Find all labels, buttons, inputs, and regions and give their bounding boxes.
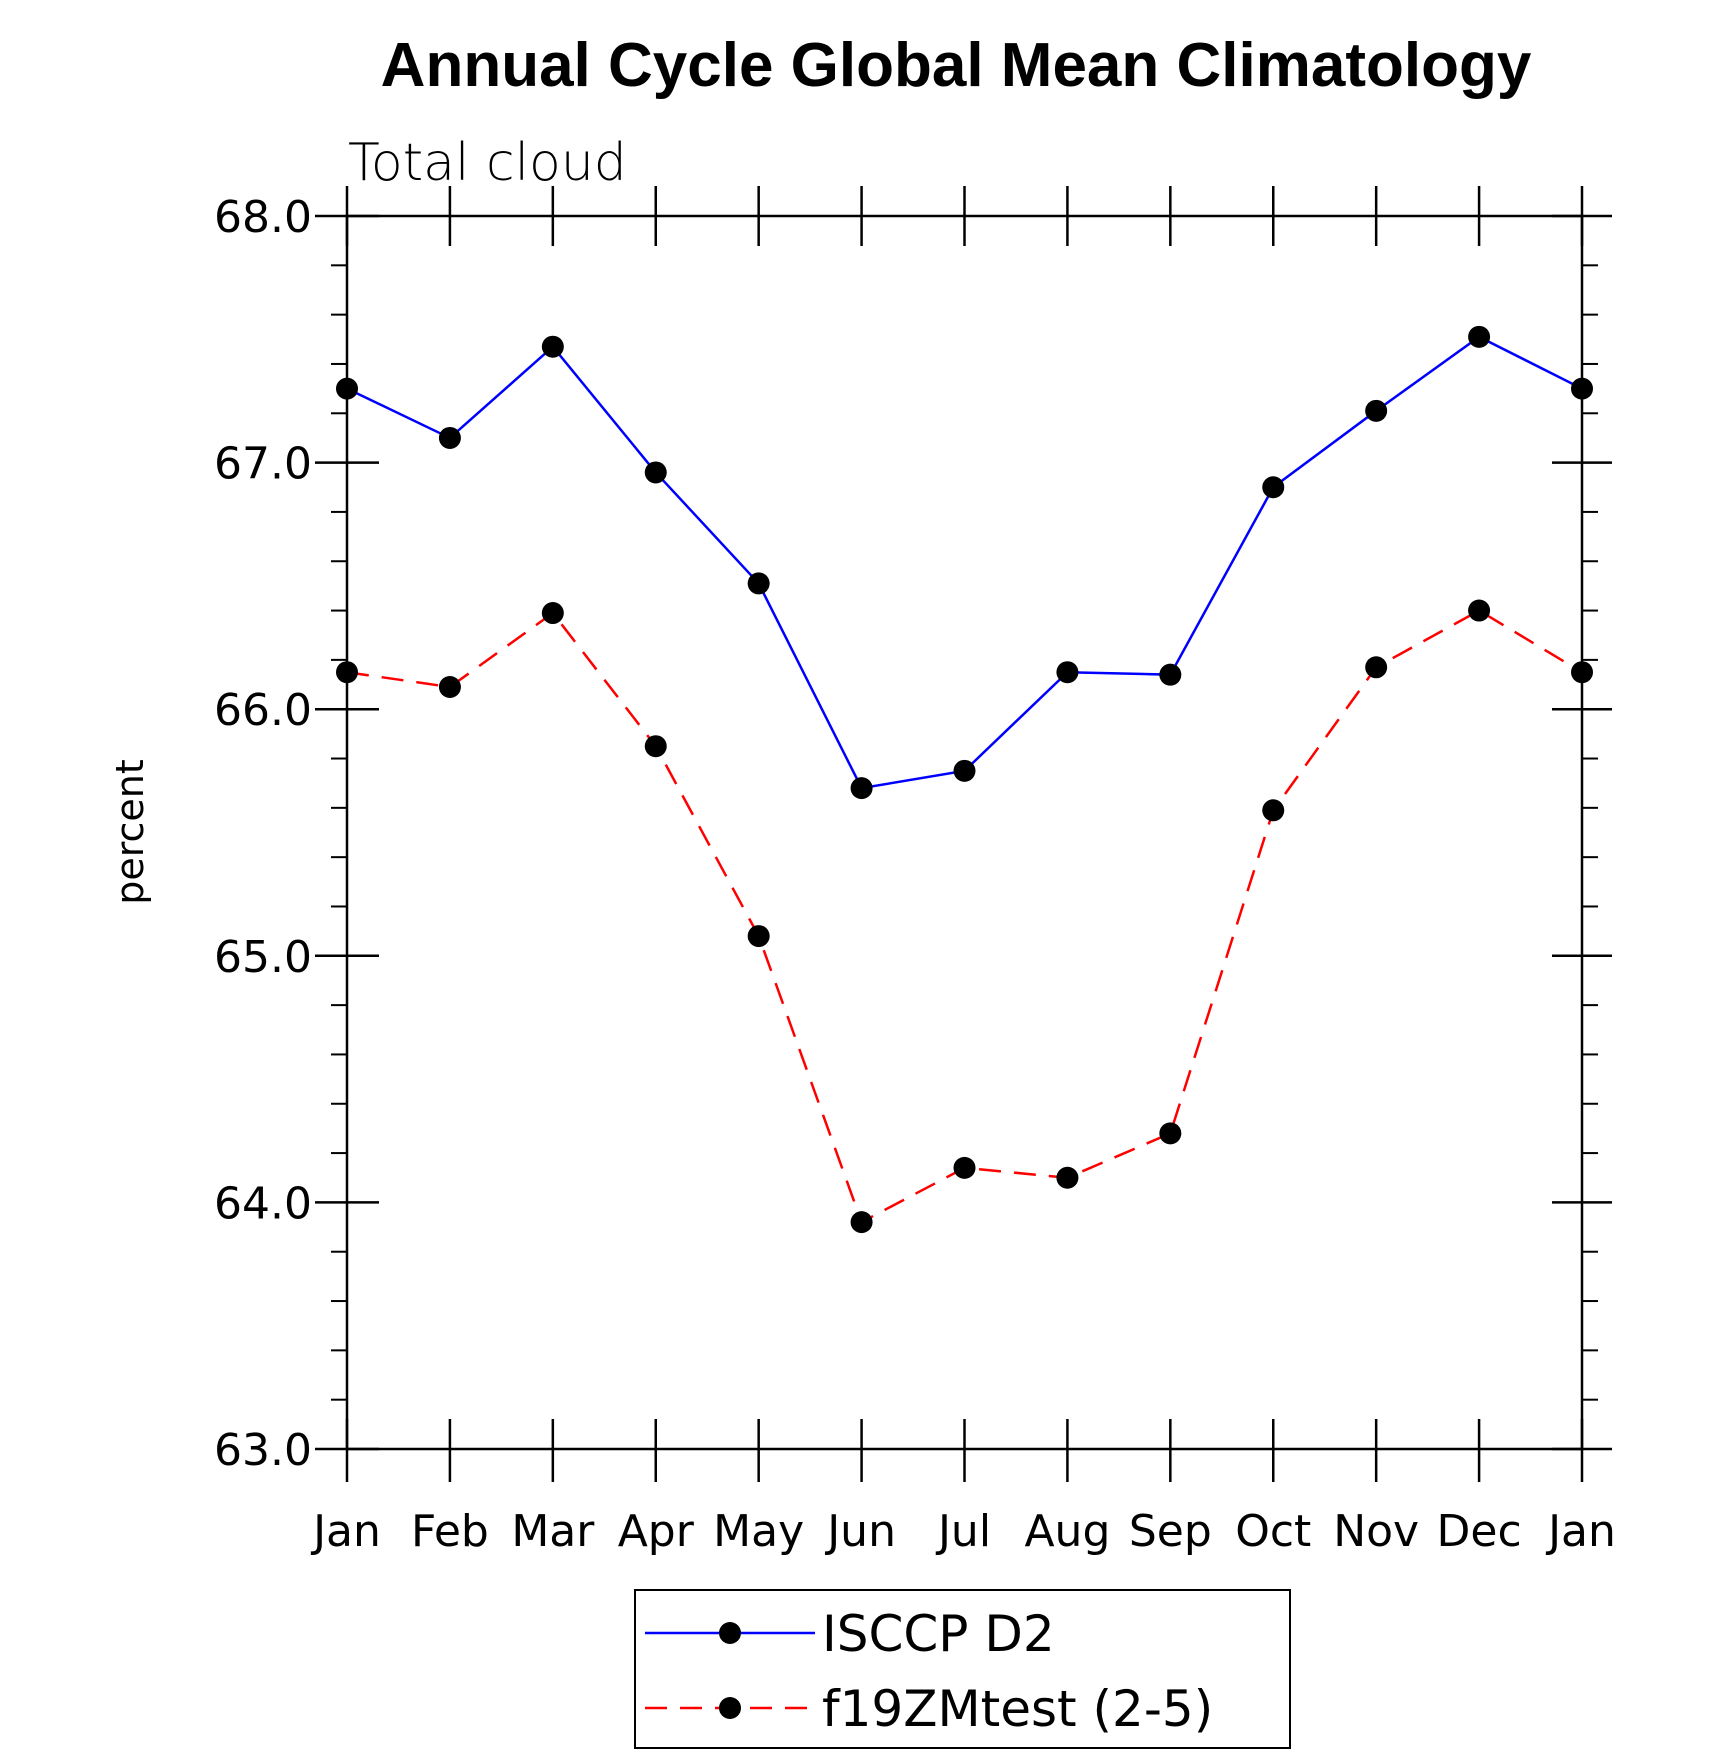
y-axis-label: percent xyxy=(108,759,152,905)
y-tick-label: 65.0 xyxy=(214,932,312,983)
series-layer xyxy=(336,325,1593,1234)
data-point xyxy=(644,735,667,758)
x-tick-label: Jul xyxy=(935,1506,991,1557)
x-tick-label: Sep xyxy=(1129,1506,1212,1557)
x-tick-label: Feb xyxy=(411,1506,489,1557)
series-line-1 xyxy=(346,609,1583,1224)
legend-marker-1 xyxy=(719,1697,741,1719)
x-tick-label: Oct xyxy=(1235,1506,1311,1557)
x-tick-label: Jan xyxy=(310,1506,381,1557)
data-point xyxy=(1159,663,1182,686)
data-point xyxy=(1571,661,1593,684)
legend-label-1: f19ZMtest (2-5) xyxy=(822,1680,1213,1738)
data-point xyxy=(438,426,461,449)
data-point xyxy=(336,661,358,684)
x-tick-label: Dec xyxy=(1437,1506,1522,1557)
legend-label-0: ISCCP D2 xyxy=(822,1605,1055,1663)
x-tick-label: Apr xyxy=(618,1506,695,1557)
data-point xyxy=(1056,1166,1079,1189)
x-tick-label: May xyxy=(713,1506,804,1557)
legend: ISCCP D2 f19ZMtest (2-5) xyxy=(634,1589,1291,1749)
x-tick-label: Jan xyxy=(1545,1506,1616,1557)
axes: Jan Feb Mar Apr May Jun Jul Aug Sep Oct Nov Dec Jan 6… xyxy=(214,186,1616,1557)
data-point xyxy=(1365,656,1388,679)
data-point xyxy=(850,1211,873,1234)
data-point xyxy=(1262,476,1285,499)
y-tick-label: 63.0 xyxy=(214,1425,312,1476)
data-point xyxy=(336,377,358,400)
data-point xyxy=(747,572,770,595)
data-point xyxy=(1365,399,1388,422)
x-tick-label: Nov xyxy=(1333,1506,1419,1557)
data-point xyxy=(1159,1122,1182,1145)
x-tick-label: Aug xyxy=(1024,1506,1110,1557)
data-point xyxy=(1468,325,1491,348)
data-point xyxy=(438,676,461,699)
plot-frame xyxy=(345,214,1584,1451)
x-tick-label: Mar xyxy=(511,1506,595,1557)
y-tick-label: 68.0 xyxy=(214,192,312,243)
x-tick-label: Jun xyxy=(824,1506,896,1557)
legend-box xyxy=(634,1589,1291,1749)
data-point xyxy=(541,602,564,625)
data-point xyxy=(1262,799,1285,822)
data-point xyxy=(1056,661,1079,684)
legend-marker-0 xyxy=(719,1622,741,1644)
y-tick-label: 64.0 xyxy=(214,1178,312,1229)
y-tick-label: 66.0 xyxy=(214,685,312,736)
series-line-0 xyxy=(346,335,1583,790)
data-point xyxy=(850,777,873,800)
data-point xyxy=(747,925,770,948)
data-point xyxy=(1468,599,1491,622)
y-tick-label: 67.0 xyxy=(214,439,312,490)
data-point xyxy=(953,1156,976,1179)
chart-title: Annual Cycle Global Mean Climatology xyxy=(381,31,1532,100)
data-point xyxy=(644,461,667,484)
data-point xyxy=(953,759,976,782)
data-point xyxy=(541,335,564,358)
chart-subtitle: Total cloud xyxy=(348,133,627,193)
data-point xyxy=(1571,377,1593,400)
